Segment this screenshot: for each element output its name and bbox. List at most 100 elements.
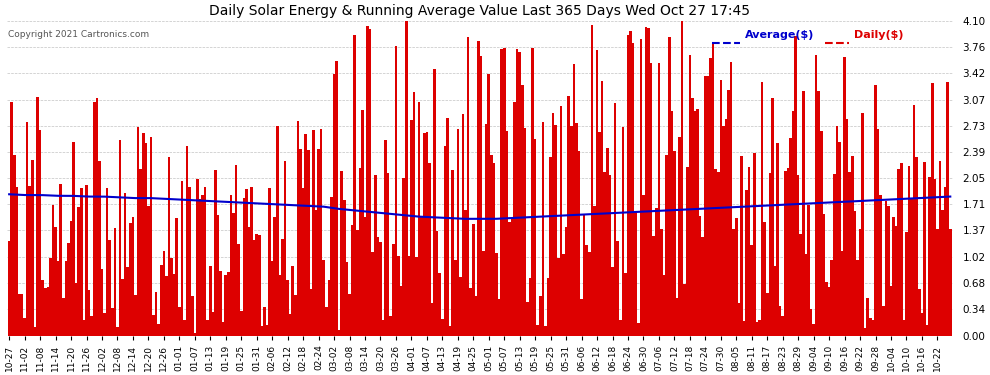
Bar [717, 172, 720, 336]
Bar [24, 318, 26, 336]
Bar [921, 313, 924, 336]
Bar [353, 35, 356, 336]
Bar [137, 127, 140, 336]
Bar [715, 169, 717, 336]
Bar [93, 102, 95, 336]
Bar [431, 303, 434, 336]
Bar [485, 124, 487, 336]
Bar [640, 39, 643, 336]
Bar [689, 55, 691, 336]
Bar [260, 326, 263, 336]
Bar [88, 291, 90, 336]
Bar [874, 86, 877, 336]
Bar [813, 324, 815, 336]
Bar [747, 167, 750, 336]
Bar [565, 226, 567, 336]
Bar [106, 188, 109, 336]
Bar [702, 237, 704, 336]
Bar [897, 169, 900, 336]
Bar [900, 164, 903, 336]
Bar [18, 294, 21, 336]
Bar [50, 258, 51, 336]
Bar [222, 322, 225, 336]
Bar [931, 82, 934, 336]
Bar [895, 226, 897, 336]
Bar [622, 127, 624, 336]
Bar [294, 295, 297, 336]
Bar [544, 326, 546, 336]
Bar [418, 102, 421, 336]
Bar [72, 142, 75, 336]
Bar [376, 237, 379, 336]
Bar [871, 320, 874, 336]
Bar [423, 133, 426, 336]
Bar [823, 214, 826, 336]
Bar [325, 307, 328, 336]
Bar [858, 229, 861, 336]
Bar [13, 154, 16, 336]
Bar [459, 277, 461, 336]
Text: Daily($): Daily($) [853, 30, 903, 40]
Bar [937, 229, 939, 336]
Bar [225, 275, 227, 336]
Bar [828, 286, 831, 336]
Bar [869, 318, 871, 336]
Bar [122, 279, 124, 336]
Bar [903, 320, 905, 336]
Bar [763, 222, 766, 336]
Bar [657, 63, 660, 336]
Bar [392, 244, 395, 336]
Bar [265, 325, 268, 336]
Bar [51, 205, 54, 336]
Bar [709, 58, 712, 336]
Bar [741, 156, 742, 336]
Bar [124, 193, 127, 336]
Bar [614, 103, 617, 336]
Bar [428, 163, 431, 336]
Bar [926, 325, 929, 336]
Bar [441, 319, 444, 336]
Bar [526, 302, 529, 336]
Bar [786, 168, 789, 336]
Bar [760, 82, 763, 336]
Bar [243, 198, 246, 336]
Bar [818, 91, 820, 336]
Bar [632, 44, 635, 336]
Bar [250, 187, 252, 336]
Bar [738, 303, 741, 336]
Bar [807, 205, 810, 336]
Bar [214, 170, 217, 336]
Bar [165, 276, 167, 336]
Bar [361, 110, 363, 336]
Bar [299, 148, 302, 336]
Bar [358, 168, 361, 336]
Bar [366, 26, 369, 336]
Bar [410, 120, 413, 336]
Bar [856, 260, 858, 336]
Bar [439, 273, 441, 336]
Bar [815, 54, 818, 336]
Bar [101, 269, 103, 336]
Bar [758, 320, 760, 336]
Bar [768, 173, 771, 336]
Bar [524, 128, 526, 336]
Bar [180, 181, 183, 336]
Bar [591, 25, 593, 336]
Bar [725, 119, 728, 336]
Bar [851, 156, 853, 336]
Bar [444, 146, 446, 336]
Bar [220, 271, 222, 336]
Bar [924, 162, 926, 336]
Bar [908, 166, 911, 336]
Bar [284, 160, 286, 336]
Bar [742, 321, 745, 336]
Bar [797, 175, 800, 336]
Bar [839, 142, 841, 336]
Bar [792, 111, 794, 336]
Bar [929, 177, 931, 336]
Bar [82, 321, 85, 336]
Bar [31, 160, 34, 336]
Bar [694, 111, 696, 336]
Bar [668, 37, 670, 336]
Bar [728, 90, 730, 336]
